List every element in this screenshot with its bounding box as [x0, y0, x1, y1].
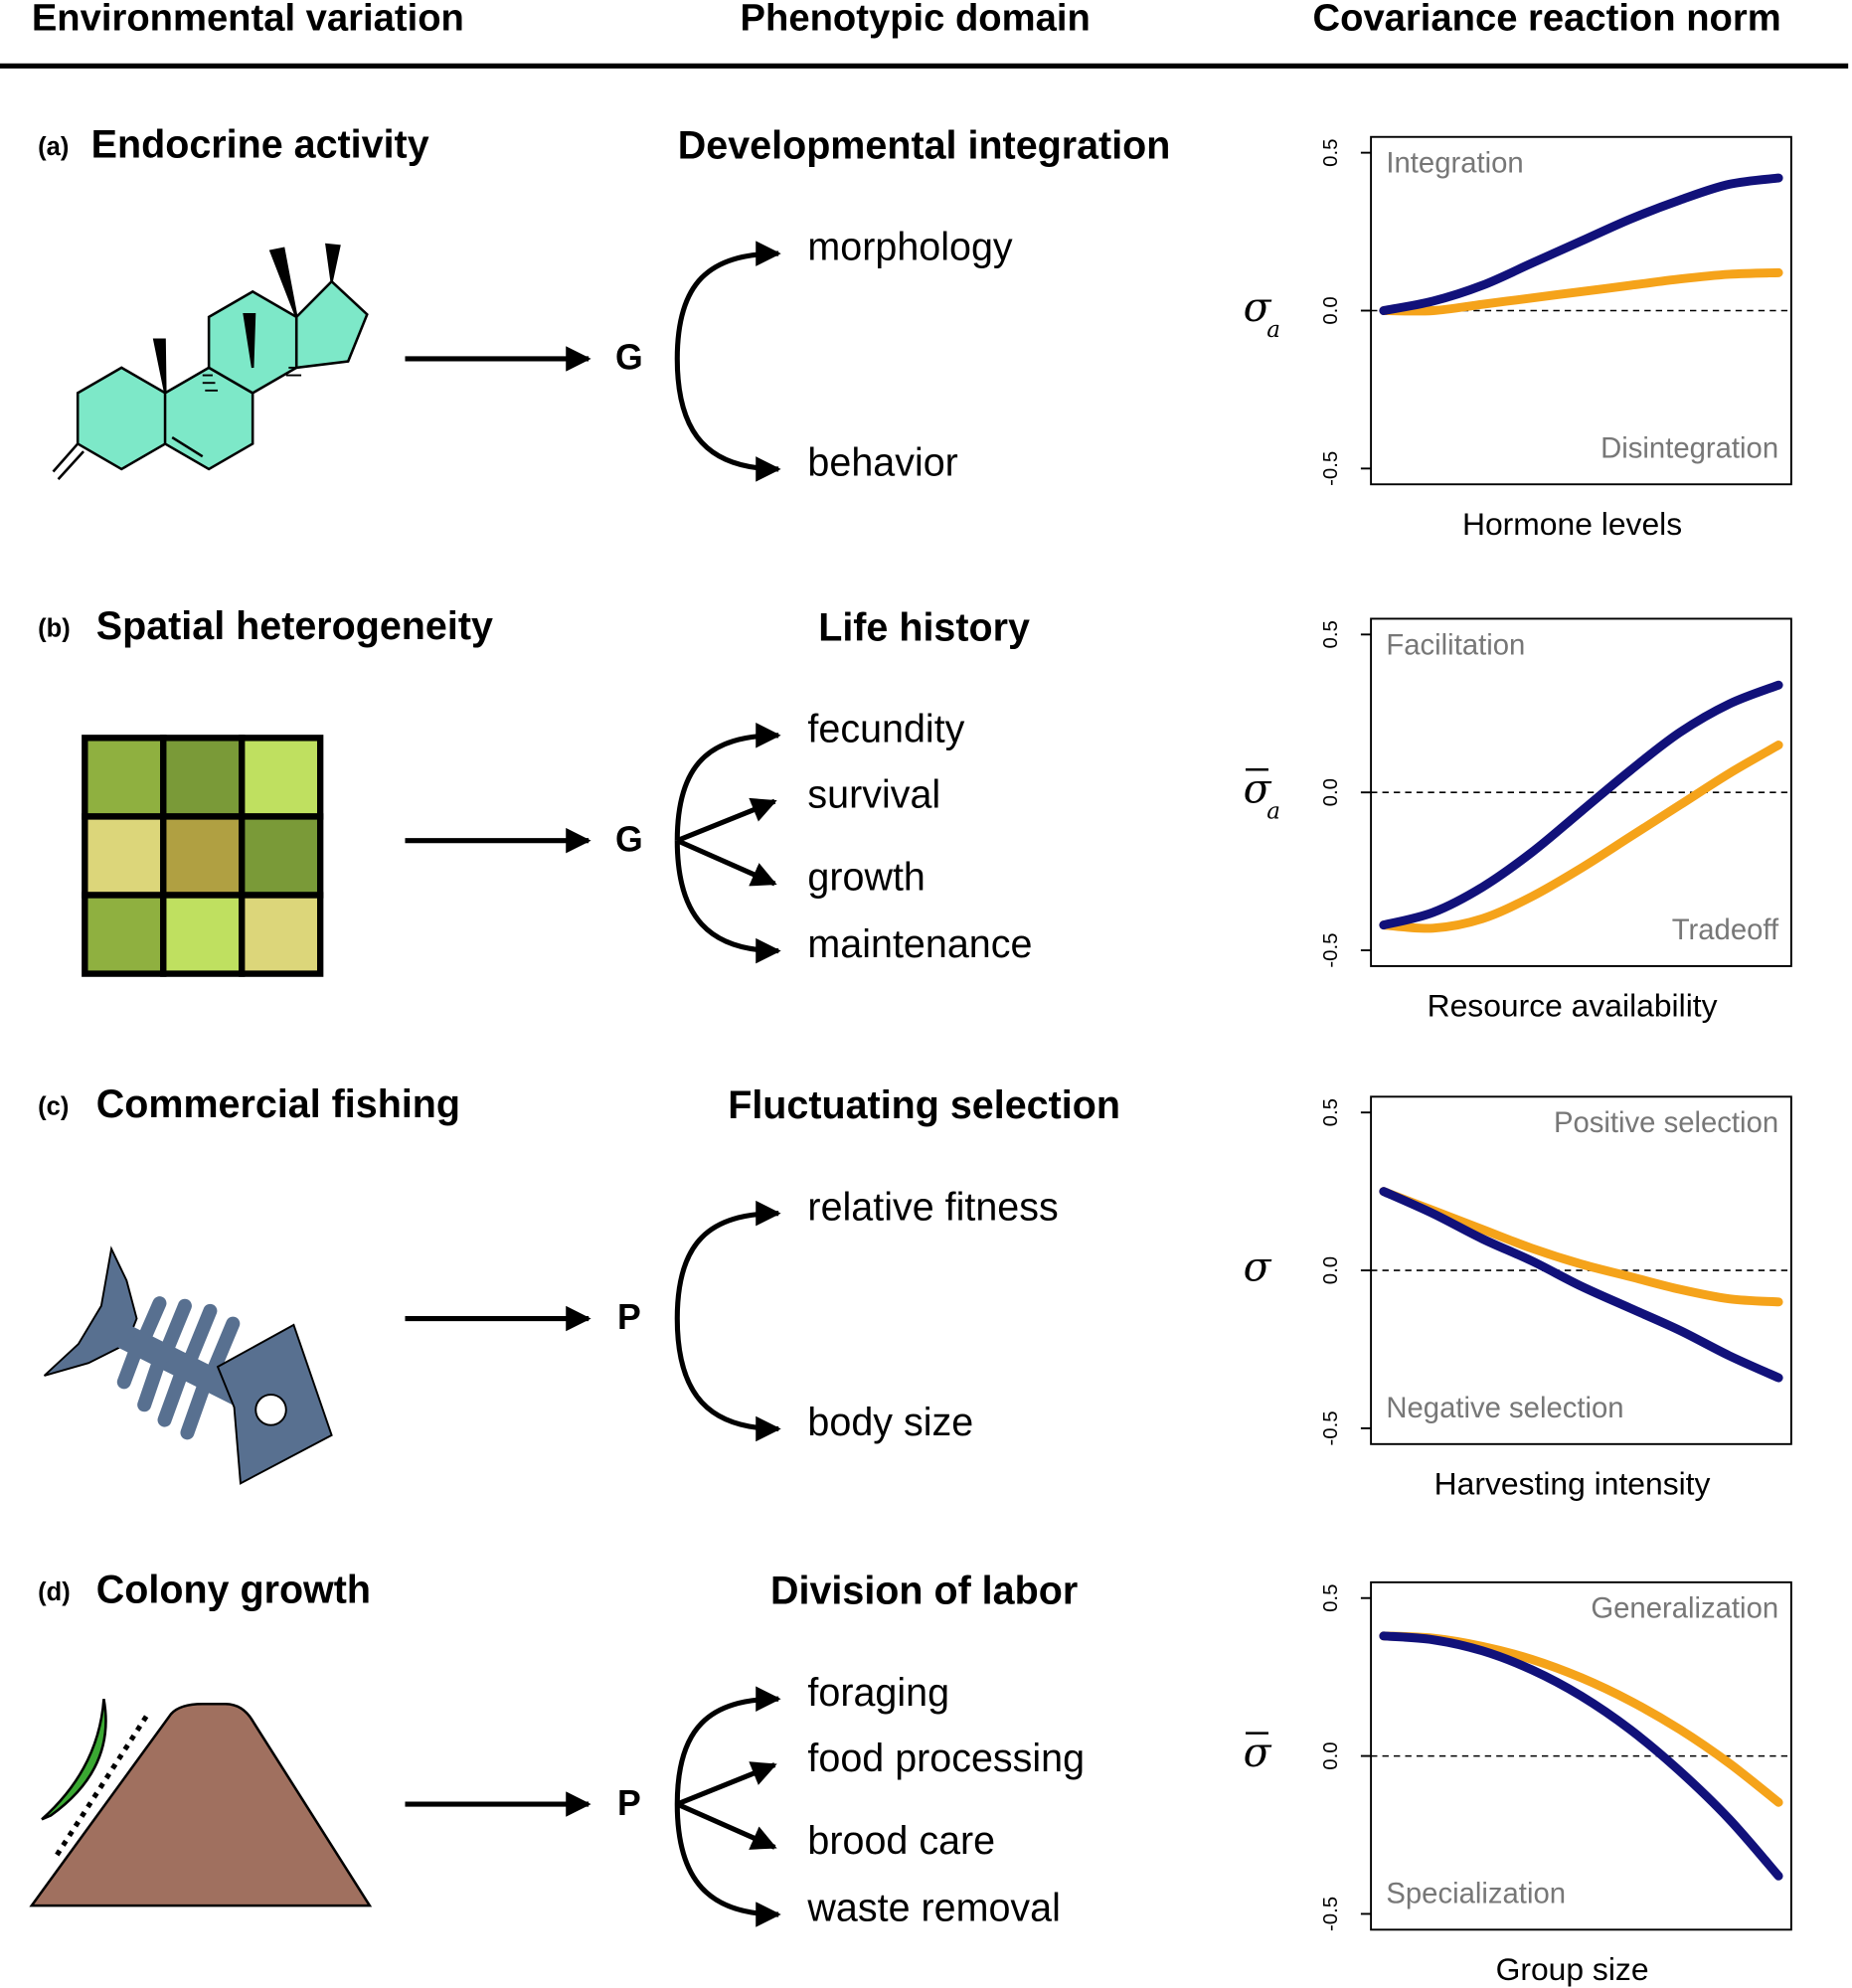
landscape-grid-icon: [82, 735, 324, 977]
domain-title: Developmental integration: [678, 124, 1171, 168]
trait-arrow: [676, 838, 777, 887]
matrix-label: G: [615, 819, 643, 859]
environment-title: Spatial heterogeneity: [96, 604, 493, 648]
x-axis-label: Hormone levels: [1462, 506, 1682, 542]
trait-label: survival: [807, 773, 940, 817]
y-tick-label: -0.5: [1320, 1410, 1342, 1445]
trait-arrow: [674, 1804, 781, 1927]
trait-label: behavior: [807, 441, 957, 485]
domain-title: Fluctuating selection: [728, 1083, 1120, 1127]
trait-arrow: [674, 241, 781, 359]
fish-skeleton-icon: [43, 1245, 333, 1485]
y-axis-label: σ: [1244, 765, 1272, 813]
mound-icon: [29, 1698, 373, 1907]
trait-label: maintenance: [807, 922, 1032, 966]
matrix-label: P: [617, 1297, 641, 1337]
x-axis-label: Resource availability: [1428, 987, 1718, 1023]
trait-label: fecundity: [807, 707, 964, 750]
y-tick-label: 0.0: [1320, 296, 1342, 324]
curve: [1379, 173, 1783, 315]
annotation: Positive selection: [1554, 1106, 1778, 1139]
trait-label: relative fitness: [807, 1185, 1058, 1229]
y-tick-label: -0.5: [1320, 451, 1342, 486]
trait-label: body size: [807, 1401, 973, 1444]
annotation: Generalization: [1591, 1592, 1778, 1625]
header: Covariance reaction norm: [1313, 0, 1781, 40]
y-tick-label: -0.5: [1320, 932, 1342, 967]
curve: [1379, 1631, 1783, 1807]
trait-arrow: [674, 1686, 781, 1805]
trait-arrow: [676, 1801, 777, 1850]
trait-label: morphology: [807, 226, 1012, 269]
domain-title: Division of labor: [770, 1570, 1078, 1613]
annotation: Specialization: [1386, 1878, 1566, 1910]
trait-label: growth: [807, 856, 925, 900]
trait-arrow: [676, 797, 777, 844]
curve: [1379, 1187, 1783, 1383]
annotation: Facilitation: [1386, 628, 1525, 661]
curve: [1379, 267, 1783, 316]
panel-label: (c): [38, 1093, 69, 1121]
y-tick-label: -0.5: [1320, 1897, 1342, 1931]
x-axis-label: Group size: [1496, 1951, 1649, 1987]
curve: [1379, 1631, 1783, 1881]
curve: [1379, 680, 1783, 930]
trait-label: brood care: [807, 1819, 995, 1863]
trait-arrow: [674, 723, 781, 841]
trait-label: food processing: [807, 1737, 1085, 1780]
y-tick-label: 0.5: [1320, 1098, 1342, 1126]
panel-label: (b): [38, 615, 71, 643]
y-tick-label: 0.0: [1320, 778, 1342, 806]
y-axis-label: σ: [1244, 1729, 1272, 1776]
x-axis-label: Harvesting intensity: [1434, 1465, 1711, 1501]
environment-title: Endocrine activity: [91, 122, 429, 166]
annotation: Disintegration: [1600, 432, 1778, 465]
y-axis-label: σ: [1244, 283, 1272, 331]
y-tick-label: 0.0: [1320, 1256, 1342, 1284]
annotation: Negative selection: [1386, 1392, 1623, 1424]
trait-arrow: [676, 1761, 777, 1807]
environment-title: Colony growth: [96, 1568, 371, 1611]
panel-label: (d): [38, 1578, 71, 1606]
trait-arrow: [674, 358, 781, 482]
header-rule: [0, 63, 1849, 69]
y-axis-label: σ: [1244, 1243, 1272, 1291]
header: Environmental variation: [32, 0, 464, 40]
steroid-icon: [52, 243, 369, 481]
y-tick-label: 0.5: [1320, 1584, 1342, 1612]
environment-title: Commercial fishing: [96, 1082, 460, 1126]
curve: [1379, 741, 1783, 933]
trait-arrow: [674, 1200, 781, 1319]
annotation: Integration: [1386, 147, 1523, 180]
y-tick-label: 0.5: [1320, 138, 1342, 166]
trait-arrow: [674, 1318, 781, 1442]
domain-title: Life history: [818, 605, 1030, 649]
matrix-label: P: [617, 1783, 641, 1823]
annotation: Tradeoff: [1672, 913, 1779, 946]
y-axis-label-sub: a: [1266, 317, 1280, 343]
trait-arrow: [674, 840, 781, 964]
header: Phenotypic domain: [741, 0, 1091, 40]
y-axis-label-sub: a: [1266, 799, 1280, 825]
matrix-label: G: [615, 338, 643, 378]
y-tick-label: 0.0: [1320, 1741, 1342, 1769]
panel-label: (a): [38, 133, 69, 161]
y-tick-label: 0.5: [1320, 620, 1342, 648]
trait-label: foraging: [807, 1671, 949, 1715]
trait-label: waste removal: [806, 1887, 1060, 1930]
